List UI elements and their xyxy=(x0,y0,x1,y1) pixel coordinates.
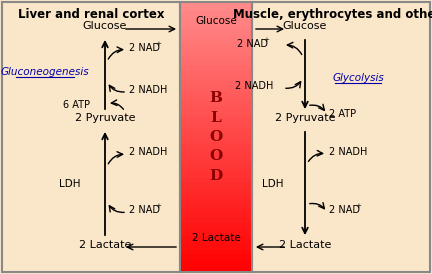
Bar xyxy=(180,267,252,272)
Text: Liver and renal cortex: Liver and renal cortex xyxy=(18,8,164,21)
Bar xyxy=(180,1,252,7)
Text: +: + xyxy=(263,37,269,43)
Bar xyxy=(180,64,252,70)
Bar xyxy=(180,145,252,150)
Bar xyxy=(180,60,252,65)
Bar xyxy=(180,177,252,182)
Bar xyxy=(180,186,252,191)
Bar xyxy=(180,213,252,218)
Bar xyxy=(180,69,252,74)
Bar xyxy=(180,195,252,200)
Bar xyxy=(180,28,252,33)
Bar xyxy=(180,56,252,61)
Bar xyxy=(2,2,180,272)
Bar xyxy=(180,209,252,213)
Text: 2 NADH: 2 NADH xyxy=(129,147,167,157)
Text: 2 NAD: 2 NAD xyxy=(237,39,268,49)
Text: 2 NAD: 2 NAD xyxy=(129,42,160,53)
Bar xyxy=(180,110,252,115)
Bar xyxy=(180,51,252,56)
Bar xyxy=(180,19,252,24)
Bar xyxy=(180,73,252,78)
Bar xyxy=(180,181,252,187)
Text: LDH: LDH xyxy=(262,179,284,189)
Text: Muscle, erythrocytes and others: Muscle, erythrocytes and others xyxy=(233,8,432,21)
Bar xyxy=(180,253,252,258)
Bar xyxy=(180,249,252,254)
Bar xyxy=(180,114,252,119)
Text: 2 NADH: 2 NADH xyxy=(129,85,167,95)
Text: Glucose: Glucose xyxy=(283,21,327,31)
Bar xyxy=(180,155,252,159)
Text: 2 NAD: 2 NAD xyxy=(329,205,360,215)
Text: 2 Lactate: 2 Lactate xyxy=(79,240,131,250)
Bar xyxy=(180,87,252,92)
Bar xyxy=(180,123,252,128)
Text: Glucose: Glucose xyxy=(195,16,237,26)
Bar xyxy=(180,10,252,16)
Text: LDH: LDH xyxy=(59,179,81,189)
Bar xyxy=(180,24,252,29)
Bar xyxy=(180,38,252,42)
Text: Glycolysis: Glycolysis xyxy=(332,73,384,83)
Text: 2 Lactate: 2 Lactate xyxy=(192,233,240,243)
Text: 2 Pyruvate: 2 Pyruvate xyxy=(75,113,135,123)
Bar xyxy=(180,258,252,263)
Bar xyxy=(180,136,252,141)
Bar xyxy=(180,244,252,250)
Bar xyxy=(180,82,252,87)
Bar xyxy=(180,235,252,241)
Bar xyxy=(180,204,252,209)
Bar xyxy=(180,231,252,236)
Bar xyxy=(180,218,252,222)
Bar xyxy=(180,168,252,173)
Bar xyxy=(180,262,252,267)
Bar xyxy=(180,105,252,110)
Text: Gluconeogenesis: Gluconeogenesis xyxy=(1,67,89,77)
Text: 2 ATP: 2 ATP xyxy=(329,109,356,119)
Bar xyxy=(180,190,252,196)
Bar xyxy=(180,2,252,272)
Text: 2 Lactate: 2 Lactate xyxy=(279,240,331,250)
Bar xyxy=(180,227,252,232)
Bar xyxy=(180,47,252,52)
Text: +: + xyxy=(155,203,161,209)
Bar xyxy=(180,141,252,146)
Text: Glucose: Glucose xyxy=(83,21,127,31)
Text: +: + xyxy=(355,203,361,209)
Bar xyxy=(180,78,252,83)
Bar xyxy=(180,132,252,137)
Bar xyxy=(180,159,252,164)
Bar xyxy=(180,42,252,47)
Bar xyxy=(180,222,252,227)
Text: 2 NADH: 2 NADH xyxy=(329,147,367,157)
Text: 6 ATP: 6 ATP xyxy=(63,100,90,110)
Bar xyxy=(180,199,252,204)
Bar xyxy=(180,6,252,11)
Bar xyxy=(180,92,252,96)
Text: +: + xyxy=(155,41,161,47)
Bar xyxy=(180,118,252,124)
Text: 2 NAD: 2 NAD xyxy=(129,205,160,215)
Bar xyxy=(180,173,252,178)
Bar xyxy=(252,2,430,272)
Bar xyxy=(180,96,252,101)
Text: B
L
O
O
D: B L O O D xyxy=(210,91,222,183)
Bar xyxy=(180,101,252,105)
Bar xyxy=(180,33,252,38)
Bar xyxy=(180,127,252,133)
Bar xyxy=(180,150,252,155)
Text: 2 Pyruvate: 2 Pyruvate xyxy=(275,113,335,123)
Bar xyxy=(180,164,252,169)
Text: 2 NADH: 2 NADH xyxy=(235,81,273,91)
Bar xyxy=(180,240,252,245)
Bar xyxy=(180,15,252,20)
